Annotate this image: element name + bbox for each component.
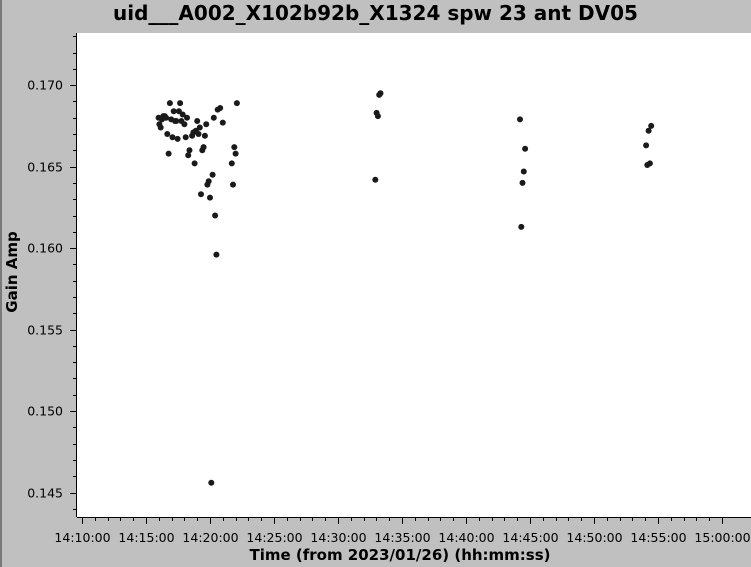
x-tick-label: 14:10:00 — [54, 530, 110, 545]
data-point — [157, 124, 164, 131]
data-point — [174, 135, 181, 142]
data-point — [185, 152, 192, 159]
data-point — [200, 144, 207, 151]
data-point — [517, 116, 523, 123]
chart-title: uid___A002_X102b92b_X1324 spw 23 ant DV0… — [113, 1, 638, 25]
x-tick-label: 14:20:00 — [182, 530, 238, 545]
x-tick-label: 14:55:00 — [630, 530, 686, 545]
data-point — [163, 114, 170, 121]
data-point — [177, 100, 184, 107]
data-point — [203, 121, 210, 128]
data-point — [196, 124, 203, 131]
y-axis-label: Gain Amp — [3, 231, 21, 313]
data-point — [164, 131, 171, 137]
data-point — [165, 150, 172, 157]
data-point — [166, 100, 173, 107]
data-point — [191, 160, 198, 167]
data-point — [643, 142, 650, 149]
x-tick-label: 14:50:00 — [566, 530, 622, 545]
data-point — [228, 160, 235, 167]
data-point — [205, 178, 212, 185]
y-tick-label: 0.145 — [27, 486, 63, 501]
data-point — [522, 145, 529, 152]
data-point — [377, 90, 384, 97]
window-frame — [0, 0, 2, 567]
x-tick-label: 14:15:00 — [118, 530, 174, 545]
y-axis-ticks: 0.145 0.150 0.155 0.160 0.165 0.170 — [27, 36, 77, 510]
y-tick-label: 0.155 — [27, 323, 63, 338]
x-tick-label: 14:45:00 — [502, 530, 558, 545]
data-point — [208, 479, 215, 486]
data-point — [186, 147, 193, 154]
data-point — [198, 191, 204, 198]
data-point — [518, 223, 525, 230]
data-point — [646, 160, 653, 167]
x-tick-label: 14:35:00 — [374, 530, 430, 545]
data-point — [374, 113, 381, 120]
data-point — [520, 168, 527, 175]
x-axis-ticks: 14:10:00 14:15:00 14:20:00 14:25:00 14:30:00… — [54, 517, 751, 545]
data-point — [212, 212, 219, 219]
data-point — [179, 111, 186, 118]
data-points — [155, 90, 655, 486]
data-point — [217, 105, 224, 111]
data-point — [648, 122, 655, 129]
data-point — [194, 118, 201, 124]
data-point — [184, 114, 190, 121]
data-point — [173, 118, 180, 124]
x-tick-label: 14:25:00 — [246, 530, 302, 545]
data-point — [233, 100, 240, 107]
y-tick-label: 0.150 — [27, 404, 63, 419]
data-point — [210, 114, 217, 121]
plot-area — [77, 33, 751, 517]
y-tick-label: 0.170 — [27, 78, 63, 93]
data-point — [169, 134, 176, 141]
data-point — [209, 171, 216, 178]
data-point — [207, 194, 213, 201]
data-point — [232, 150, 239, 157]
y-tick-label: 0.165 — [27, 160, 63, 175]
x-axis-label: Time (from 2023/01/26) (hh:mm:ss) — [249, 546, 551, 564]
data-point — [372, 176, 379, 183]
x-tick-label: 14:30:00 — [310, 530, 366, 545]
data-point — [182, 134, 189, 141]
data-point — [230, 181, 236, 188]
data-point — [219, 119, 226, 126]
x-tick-label: 15:00:00 — [694, 530, 750, 545]
data-point — [645, 127, 652, 134]
data-point — [195, 131, 202, 137]
data-point — [213, 251, 220, 258]
data-point — [170, 108, 177, 115]
data-point — [181, 121, 188, 128]
data-point — [201, 132, 208, 139]
y-tick-label: 0.160 — [27, 241, 63, 256]
data-point — [231, 144, 238, 151]
x-tick-label: 14:40:00 — [438, 530, 494, 545]
data-point — [519, 179, 526, 186]
